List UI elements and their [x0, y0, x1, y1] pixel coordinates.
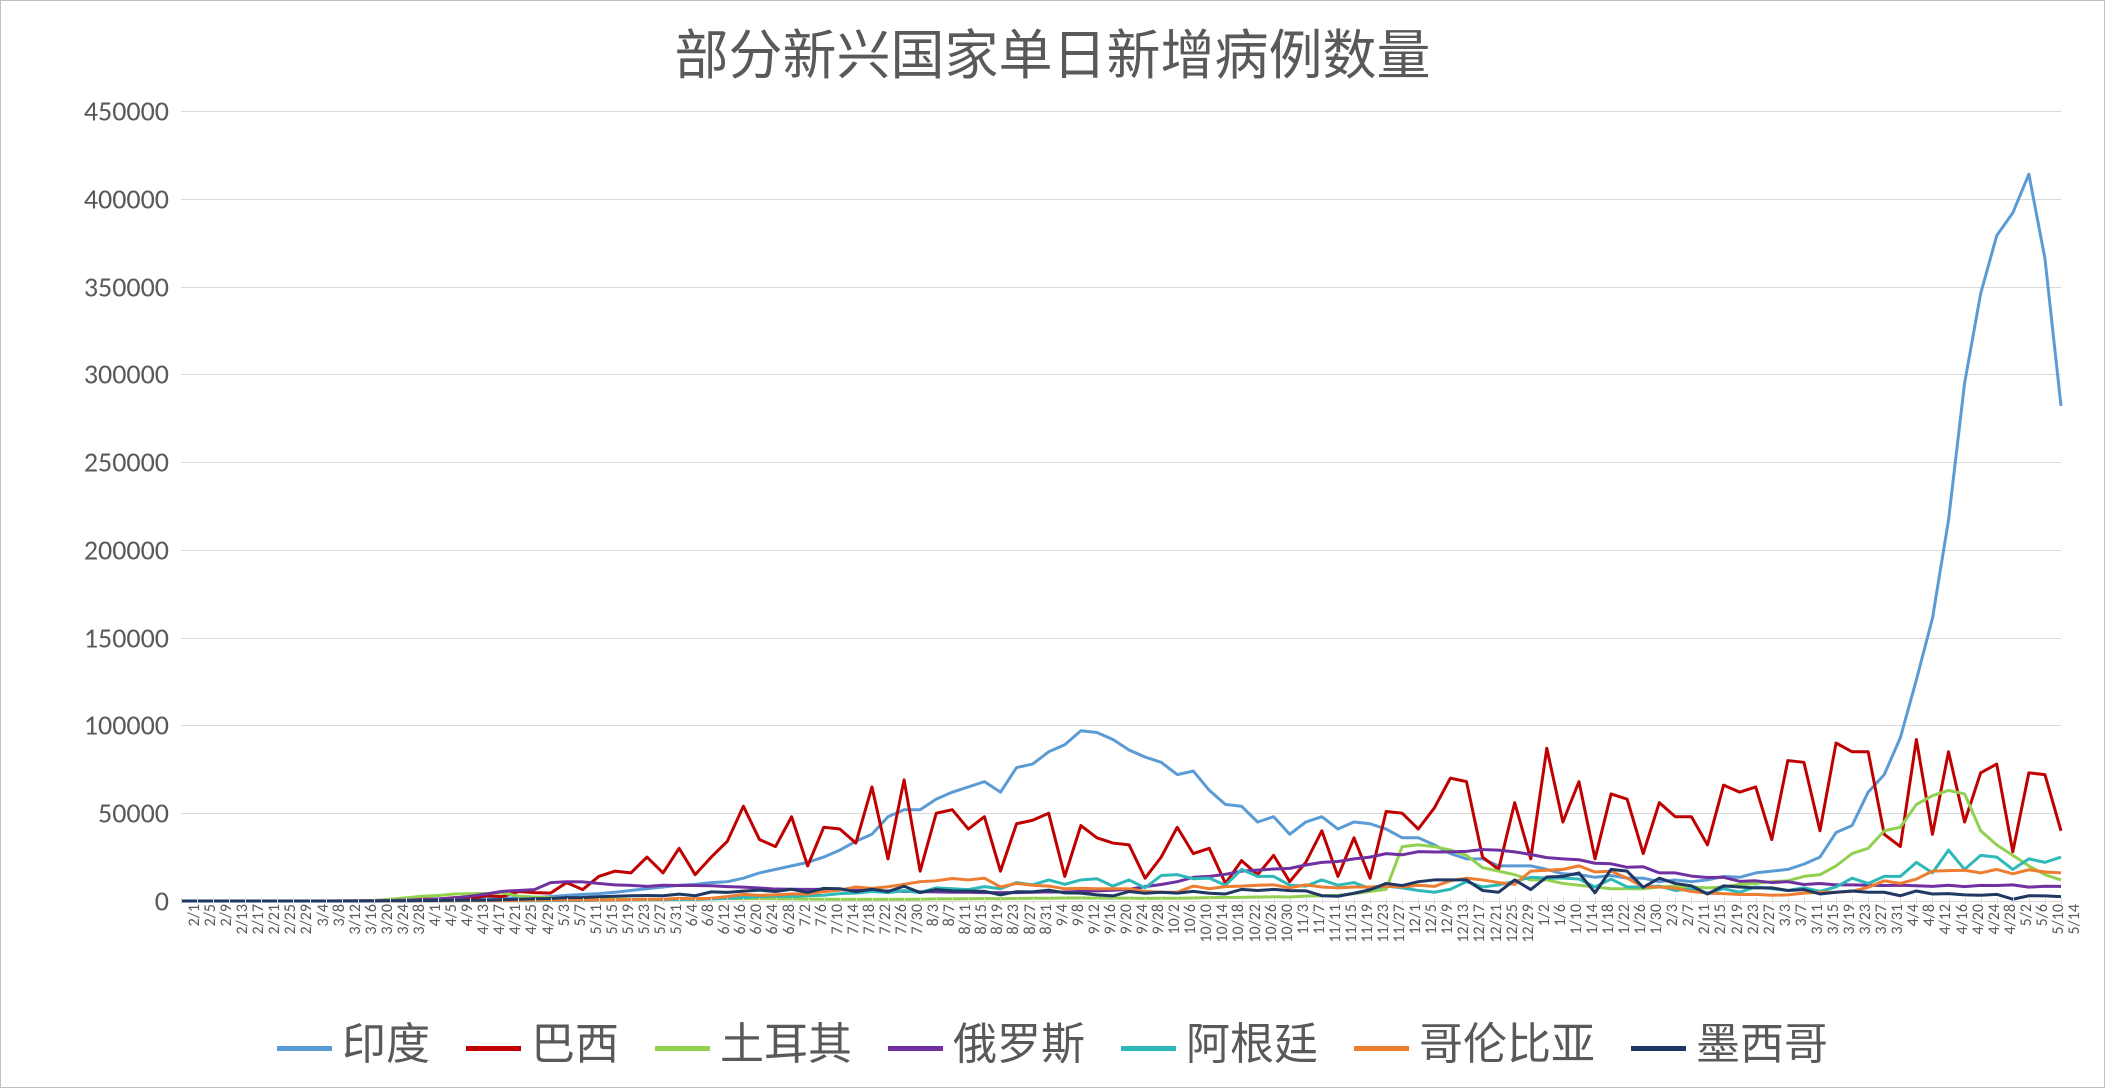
legend-label: 巴西	[531, 1020, 619, 1069]
x-axis-labels: 2/12/52/92/132/172/212/252/293/43/83/123…	[181, 904, 2061, 984]
legend-item-俄罗斯: 俄罗斯	[888, 1008, 1085, 1072]
legend-item-印度: 印度	[277, 1008, 430, 1072]
legend-label: 土耳其	[720, 1020, 852, 1069]
legend: 印度 巴西 土耳其 俄罗斯 阿根廷 哥伦比亚 墨西哥	[1, 1008, 2104, 1072]
legend-swatch	[655, 1046, 710, 1051]
legend-label: 哥伦比亚	[1419, 1020, 1595, 1069]
y-tick-label: 350000	[9, 269, 169, 304]
y-tick-label: 150000	[9, 620, 169, 655]
legend-item-土耳其: 土耳其	[655, 1008, 852, 1072]
chart-container: 部分新兴国家单日新增病例数量 0 50000 100000 150000 200000 2…	[0, 0, 2105, 1088]
y-tick-label: 450000	[9, 94, 169, 129]
y-tick-label: 200000	[9, 532, 169, 567]
series-line-巴西	[181, 739, 2061, 901]
legend-item-阿根廷: 阿根廷	[1121, 1008, 1318, 1072]
plot-area	[181, 111, 2061, 901]
legend-item-墨西哥: 墨西哥	[1631, 1008, 1828, 1072]
legend-label: 墨西哥	[1696, 1020, 1828, 1069]
legend-item-哥伦比亚: 哥伦比亚	[1354, 1008, 1595, 1072]
series-line-印度	[181, 174, 2061, 901]
line-series-svg	[181, 111, 2061, 901]
x-tick-label: 5/14	[2065, 904, 2084, 935]
y-tick-label: 100000	[9, 708, 169, 743]
chart-title: 部分新兴国家单日新增病例数量	[1, 11, 2104, 90]
legend-swatch	[1121, 1046, 1176, 1051]
legend-swatch	[466, 1046, 521, 1051]
y-tick-label: 300000	[9, 357, 169, 392]
y-tick-label: 400000	[9, 181, 169, 216]
legend-item-巴西: 巴西	[466, 1008, 619, 1072]
y-tick-label: 50000	[9, 796, 169, 831]
y-tick-label: 250000	[9, 445, 169, 480]
y-tick-label: 0	[9, 884, 169, 919]
legend-label: 俄罗斯	[953, 1020, 1085, 1069]
legend-label: 印度	[342, 1020, 430, 1069]
legend-swatch	[1631, 1046, 1686, 1051]
legend-swatch	[888, 1046, 943, 1051]
legend-swatch	[277, 1046, 332, 1051]
legend-swatch	[1354, 1046, 1409, 1051]
legend-label: 阿根廷	[1186, 1020, 1318, 1069]
